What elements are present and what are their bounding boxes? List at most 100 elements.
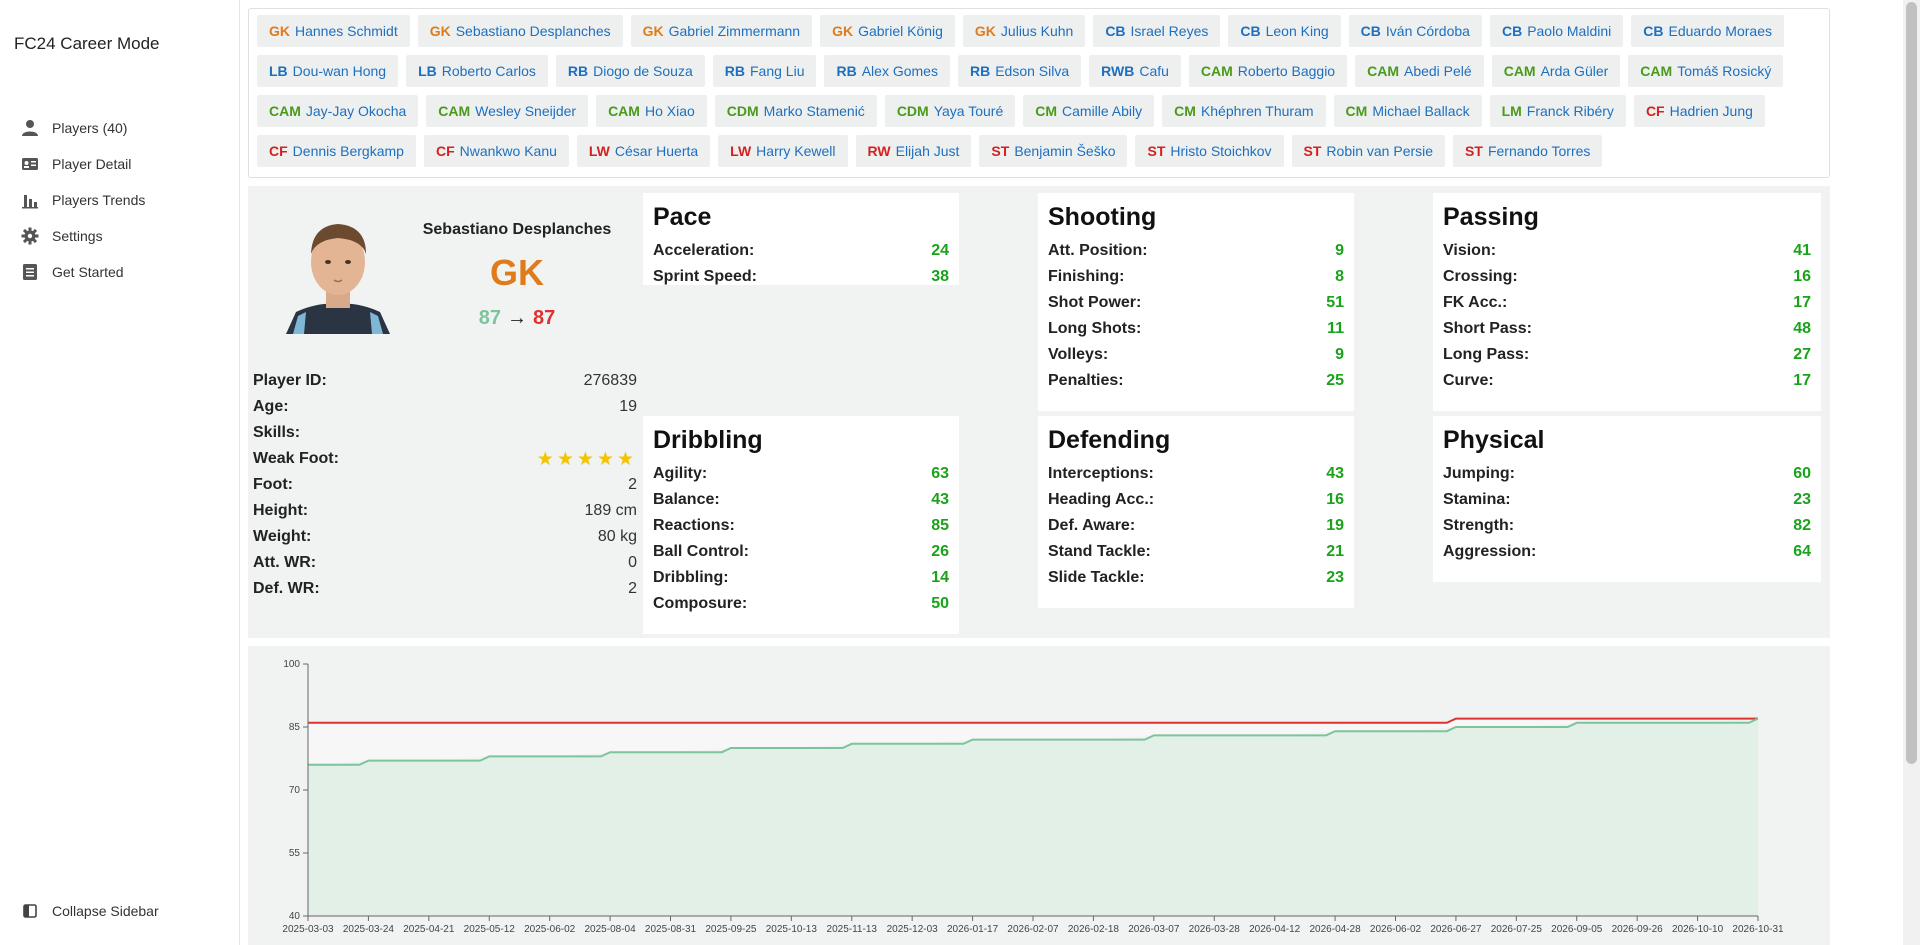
stat-label: Reactions: [653,517,735,534]
x-tick-label: 2025-12-03 [887,924,939,935]
stat-value: 17 [1793,294,1811,311]
chip-position: LB [269,63,288,79]
roster-chip-gabriel-zimmermann[interactable]: GK Gabriel Zimmermann [630,15,813,47]
potential-band [308,718,1758,765]
sidebar-item-settings[interactable]: Settings [0,218,240,254]
roster-chip-ivan-cordoba[interactable]: CB Iván Córdoba [1348,15,1482,47]
chip-position: CM [1345,103,1368,119]
stat-label: Dribbling: [653,569,729,586]
stat-row-sprint-speed: Sprint Speed: 38 [653,264,949,290]
sidebar-toggle-icon [20,901,40,921]
roster-chip-fernando-torres[interactable]: ST Fernando Torres [1453,135,1603,167]
stat-value: 38 [931,268,949,285]
stat-value: 9 [1335,346,1344,363]
chip-player-name: Gabriel Zimmermann [668,23,801,39]
stat-value: 11 [1327,320,1344,337]
roster-chip-julius-kuhn[interactable]: GK Julius Kuhn [962,15,1086,47]
roster-chip-khephren-thuram[interactable]: CM Khéphren Thuram [1162,95,1326,127]
chip-player-name: Dennis Bergkamp [292,143,404,159]
roster-chip-hannes-schmidt[interactable]: GK Hannes Schmidt [257,15,410,47]
roster-chip-harry-kewell[interactable]: LW Harry Kewell [718,135,848,167]
roster-chip-cesar-huerta[interactable]: LW César Huerta [576,135,711,167]
info-value: 2 [628,580,637,597]
stat-row-composure: Composure: 50 [653,591,949,617]
roster-chip-eduardo-moraes[interactable]: CB Eduardo Moraes [1631,15,1784,47]
chip-player-name: Abedi Pelé [1403,63,1472,79]
x-tick-label: 2026-03-28 [1189,924,1241,935]
chip-player-name: Leon King [1265,23,1329,39]
roster-chip-cafu[interactable]: RWB Cafu [1089,55,1181,87]
chip-player-name: Camille Abily [1062,103,1143,119]
roster-chip-dennis-bergkamp[interactable]: CF Dennis Bergkamp [257,135,416,167]
roster-chip-alex-gomes[interactable]: RB Alex Gomes [824,55,950,87]
info-row-att-wr: Att. WR: 0 [253,550,637,576]
stat-label: Composure: [653,595,748,612]
roster-chip-hadrien-jung[interactable]: CF Hadrien Jung [1633,95,1765,127]
chip-position: RB [969,63,991,79]
stat-label: Jumping: [1443,465,1515,482]
roster-chip-wesley-sneijder[interactable]: CAM Wesley Sneijder [426,95,589,127]
roster-chip-jay-jay-okocha[interactable]: CAM Jay-Jay Okocha [257,95,419,127]
roster-chip-yaya-toure[interactable]: CDM Yaya Touré [884,95,1016,127]
info-row-player-id: Player ID: 276839 [253,368,637,394]
chip-position: LW [588,143,610,159]
stat-label: Penalties: [1048,372,1124,389]
roster-chip-paolo-maldini[interactable]: CB Paolo Maldini [1489,15,1624,47]
attribute-card-dribbling: Dribbling Agility: 63 Balance: 43 Reactions: 8… [643,416,959,634]
roster-chip-ho-xiao[interactable]: CAM Ho Xiao [596,95,707,127]
roster-chip-sebastiano-desplanches[interactable]: GK Sebastiano Desplanches [417,15,623,47]
sidebar-item-players-trends[interactable]: Players Trends [0,182,240,218]
roster-chip-roberto-baggio[interactable]: CAM Roberto Baggio [1188,55,1348,87]
attribute-card-pace: Pace Acceleration: 24 Sprint Speed: 38 [643,193,959,285]
potential-overall: 87 [533,307,556,329]
roster-chip-leon-king[interactable]: CB Leon King [1228,15,1341,47]
x-tick-label: 2025-06-02 [524,924,576,935]
roster-chip-tomas-rosicky[interactable]: CAM Tomáš Rosický [1628,55,1784,87]
roster-chip-robin-van-persie[interactable]: ST Robin van Persie [1291,135,1446,167]
roster-chip-israel-reyes[interactable]: CB Israel Reyes [1093,15,1221,47]
roster-chip-dou-wan-hong[interactable]: LB Dou-wan Hong [257,55,399,87]
y-tick-label: 100 [283,659,300,670]
chip-player-name: Harry Kewell [756,143,836,159]
player-info-list: Player ID: 276839 Age: 19 Skills: Weak Foo… [253,368,637,602]
roster-chip-nwankwo-kanu[interactable]: CF Nwankwo Kanu [423,135,569,167]
sidebar-item-players[interactable]: Players (40) [0,110,240,146]
stat-label: Short Pass: [1443,320,1532,337]
collapse-sidebar-button[interactable]: Collapse Sidebar [20,901,159,921]
chip-position: GK [974,23,996,39]
page-scrollbar[interactable] [1903,0,1920,945]
stat-row-att-position: Att. Position: 9 [1048,238,1344,264]
stat-row-crossing: Crossing: 16 [1443,264,1811,290]
roster-chip-diogo-de-souza[interactable]: RB Diogo de Souza [555,55,705,87]
x-tick-label: 2026-09-26 [1612,924,1664,935]
stat-label: Long Pass: [1443,346,1530,363]
player-detail-panel: Sebastiano Desplanches GK 87 → 87 Player I… [248,186,1830,638]
star-icon: ★ [596,448,617,470]
roster-chip-edson-silva[interactable]: RB Edson Silva [957,55,1082,87]
roster-chip-franck-ribery[interactable]: LM Franck Ribéry [1489,95,1626,127]
roster-chip-fang-liu[interactable]: RB Fang Liu [712,55,817,87]
roster-chip-camille-abily[interactable]: CM Camille Abily [1023,95,1155,127]
stat-label: Interceptions: [1048,465,1154,482]
sidebar-item-get-started[interactable]: Get Started [0,254,240,290]
roster-chip-abedi-pele[interactable]: CAM Abedi Pelé [1355,55,1484,87]
roster-chip-elijah-just[interactable]: RW Elijah Just [855,135,972,167]
sidebar-item-player-detail[interactable]: Player Detail [0,146,240,182]
roster-chip-gabriel-konig[interactable]: GK Gabriel König [820,15,955,47]
scrollbar-thumb[interactable] [1906,2,1917,764]
sidebar-item-label: Settings [52,228,103,244]
roster-chip-marko-stamenic[interactable]: CDM Marko Stamenić [714,95,877,127]
roster-chip-hristo-stoichkov[interactable]: ST Hristo Stoichkov [1135,135,1284,167]
info-row-def-wr: Def. WR: 2 [253,576,637,602]
card-title: Shooting [1048,203,1157,231]
info-label: Def. WR: [253,580,320,597]
x-tick-label: 2025-03-24 [343,924,395,935]
stat-value: 24 [931,242,949,259]
roster-chip-arda-guler[interactable]: CAM Arda Güler [1491,55,1621,87]
current-overall: 87 [478,307,501,329]
roster-chip-benjamin-sesko[interactable]: ST Benjamin Šeško [979,135,1128,167]
chip-player-name: Franck Ribéry [1526,103,1614,119]
arrow-right-icon: → [507,307,527,329]
roster-chip-michael-ballack[interactable]: CM Michael Ballack [1333,95,1482,127]
roster-chip-roberto-carlos[interactable]: LB Roberto Carlos [406,55,548,87]
